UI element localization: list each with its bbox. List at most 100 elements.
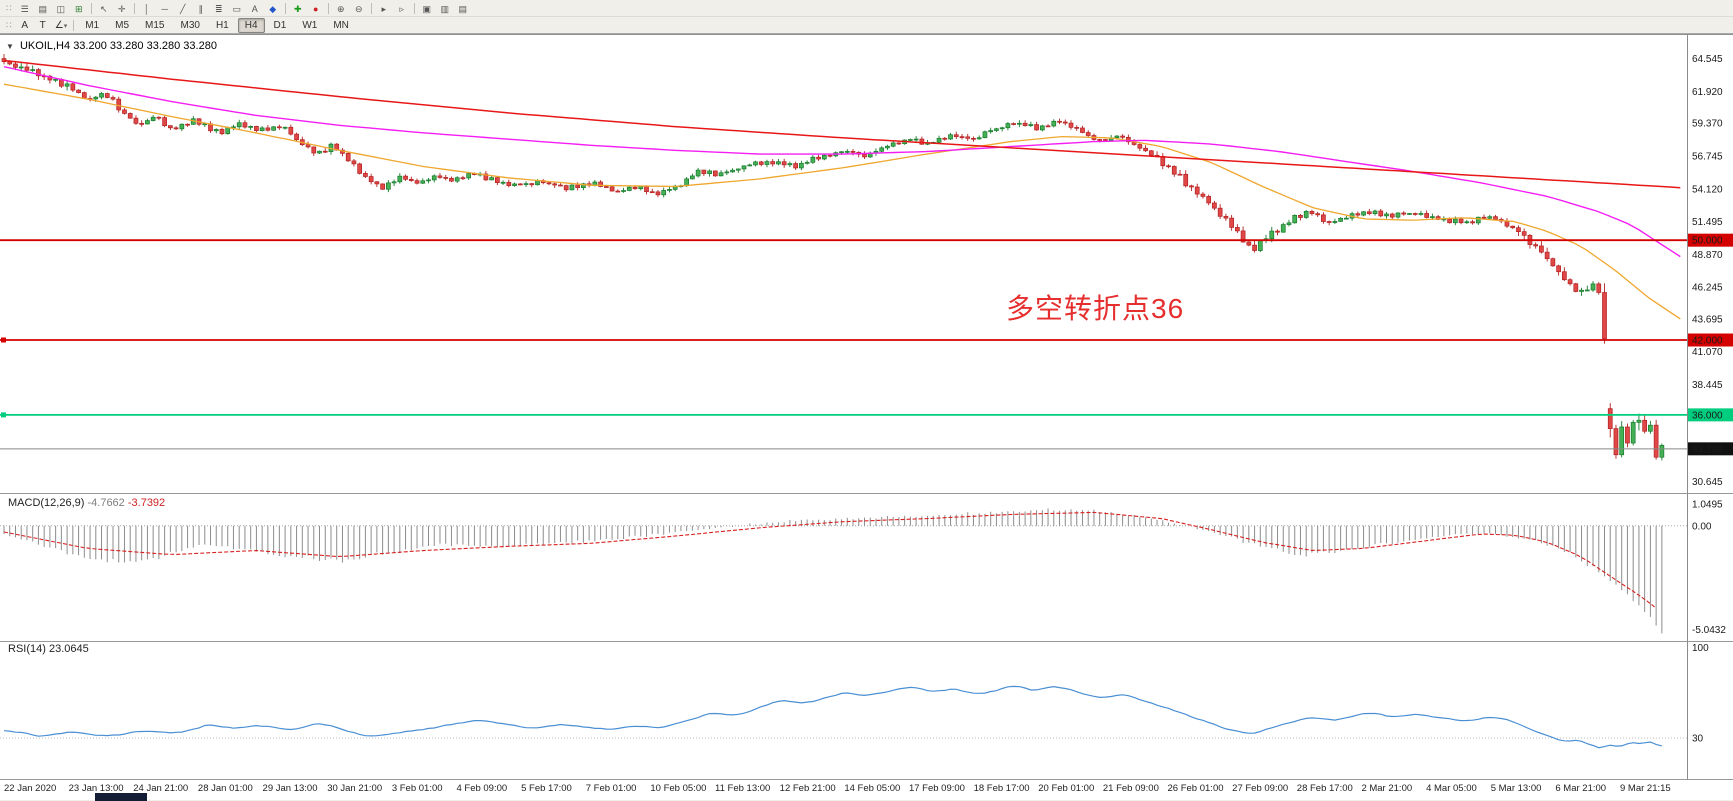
horizontal-lines[interactable] <box>0 240 1687 449</box>
price-tick-label: 46.245 <box>1692 283 1723 294</box>
timeframe-m15-button[interactable]: M15 <box>138 18 171 33</box>
charts-grid-icon[interactable]: ▤ <box>34 2 52 15</box>
time-label: 18 Feb 17:00 <box>974 783 1030 794</box>
toolbar-grip: ∷ <box>6 20 12 31</box>
time-label: 6 Mar 21:00 <box>1555 783 1606 794</box>
ma-mid-line <box>4 67 1680 257</box>
rsi-indicator-label: RSI(14) 23.0645 <box>8 643 89 655</box>
price-tick-label: 51.495 <box>1692 217 1723 228</box>
zoom-out-icon[interactable]: ⊖ <box>350 2 368 15</box>
macd-scale_zero: 0.00 <box>1692 521 1712 532</box>
hline-left-marker[interactable] <box>1 338 6 343</box>
toolbar-separator <box>328 3 329 14</box>
channel-icon[interactable]: ∥ <box>192 2 210 15</box>
fibonacci-icon[interactable]: ≣ <box>210 2 228 15</box>
timeframe-m30-button[interactable]: M30 <box>173 18 206 33</box>
toolbar-row-1: ∷☰▤◫⊞↖✛│─╱∥≣▭A◆✚●⊕⊖▸▹▣▥▤ <box>0 0 1733 17</box>
time-label: 20 Feb 01:00 <box>1038 783 1094 794</box>
rsi-value: 23.0645 <box>49 643 89 655</box>
indicators-remove-icon[interactable]: ● <box>307 2 325 15</box>
zoom-in-icon[interactable]: ⊕ <box>332 2 350 15</box>
timeframe-d1-button[interactable]: D1 <box>267 18 294 33</box>
panel-separators <box>0 35 1733 780</box>
rsi-name: RSI(14) <box>8 643 46 655</box>
timeframe-m1-button[interactable]: M1 <box>78 18 106 33</box>
macd-scale_top: 1.0495 <box>1692 500 1723 511</box>
timeframe-mn-button[interactable]: MN <box>326 18 356 33</box>
text-label-icon[interactable]: A <box>246 2 264 15</box>
time-label: 14 Feb 05:00 <box>844 783 900 794</box>
shapes-icon[interactable]: ▭ <box>228 2 246 15</box>
chart-title: ▼ UKOIL,H4 33.200 33.280 33.280 33.280 <box>6 40 217 52</box>
vertical-line-icon[interactable]: │ <box>138 2 156 15</box>
chart-title-symbol: UKOIL,H4 <box>20 40 70 52</box>
menu-icon[interactable]: ☰ <box>16 2 34 15</box>
toolbar-separator <box>91 3 92 14</box>
macd-value: -4.7662 <box>87 497 124 509</box>
indicators-add-icon[interactable]: ✚ <box>289 2 307 15</box>
textbox-tool-button[interactable]: T <box>34 18 52 32</box>
time-label: 7 Feb 01:00 <box>586 783 637 794</box>
toolbar-separator <box>134 3 135 14</box>
time-label: 28 Jan 01:00 <box>198 783 253 794</box>
time-label: 17 Feb 09:00 <box>909 783 965 794</box>
chart-canvas[interactable]: 64.54561.92059.37056.74554.12051.49548.8… <box>0 35 1733 801</box>
time-label: 30 Jan 21:00 <box>327 783 382 794</box>
time-label: 12 Feb 21:00 <box>780 783 836 794</box>
toolbar-grip: ∷ <box>6 3 12 14</box>
rsi-line <box>4 686 1662 747</box>
collapse-icon[interactable]: ▼ <box>6 42 14 51</box>
cascade-windows-icon[interactable]: ▣ <box>418 2 436 15</box>
time-label: 22 Jan 2020 <box>4 783 56 794</box>
time-label: 11 Feb 13:00 <box>715 783 770 794</box>
timeframe-w1-button[interactable]: W1 <box>295 18 324 33</box>
trendline-icon[interactable]: ╱ <box>174 2 192 15</box>
time-label: 27 Feb 09:00 <box>1232 783 1288 794</box>
draw-tool-button[interactable]: ∠▾ <box>52 18 70 32</box>
horizontal-line-icon[interactable]: ─ <box>156 2 174 15</box>
crosshair-icon[interactable]: ✛ <box>113 2 131 15</box>
tile-windows-icon[interactable]: ◫ <box>52 2 70 15</box>
hline-left-marker[interactable] <box>1 412 6 417</box>
price-scale[interactable]: 64.54561.92059.37056.74554.12051.49548.8… <box>1688 54 1733 488</box>
ma-fast-line <box>4 84 1680 319</box>
time-label: 2 Mar 21:00 <box>1361 783 1412 794</box>
new-chart-icon[interactable]: ⊞ <box>70 2 88 15</box>
time-label: 5 Feb 17:00 <box>521 783 572 794</box>
time-label: 9 Mar 21:15 <box>1620 783 1671 794</box>
toolbar-separator <box>414 3 415 14</box>
time-label: 5 Mar 13:00 <box>1491 783 1542 794</box>
price-tick-label: 43.695 <box>1692 314 1723 325</box>
toolbar-separator <box>73 20 74 31</box>
price-badge-label: 42.000 <box>1692 336 1723 347</box>
timeframe-m5-button[interactable]: M5 <box>108 18 136 33</box>
print-icon[interactable]: ▤ <box>454 2 472 15</box>
ma-slow-line <box>4 61 1680 188</box>
chart-shift-icon[interactable]: ▹ <box>393 2 411 15</box>
macd-indicator-label: MACD(12,26,9) -4.7662 -3.7392 <box>8 497 165 509</box>
macd-signal-value: -3.7392 <box>128 497 165 509</box>
time-label: 3 Feb 01:00 <box>392 783 443 794</box>
chart-annotation-text[interactable]: 多空转折点36 <box>1006 287 1184 327</box>
time-label: 21 Feb 09:00 <box>1103 783 1159 794</box>
timeframe-h1-button[interactable]: H1 <box>209 18 236 33</box>
timeframe-h4-button[interactable]: H4 <box>238 18 265 33</box>
macd-signal-line <box>4 512 1656 608</box>
price-badge-label: 33.280 <box>1692 444 1723 455</box>
autoscroll-icon[interactable]: ▸ <box>375 2 393 15</box>
cursor-icon[interactable]: ↖ <box>95 2 113 15</box>
tile-horizontal-icon[interactable]: ▥ <box>436 2 454 15</box>
time-label: 4 Feb 09:00 <box>456 783 507 794</box>
time-label: 4 Mar 05:00 <box>1426 783 1477 794</box>
price-tick-label: 38.445 <box>1692 380 1723 391</box>
arrow-objects-icon[interactable]: ◆ <box>264 2 282 15</box>
price-tick-label: 61.920 <box>1692 87 1723 98</box>
text-tool-button[interactable]: A <box>16 18 34 32</box>
time-label: 29 Jan 13:00 <box>263 783 318 794</box>
